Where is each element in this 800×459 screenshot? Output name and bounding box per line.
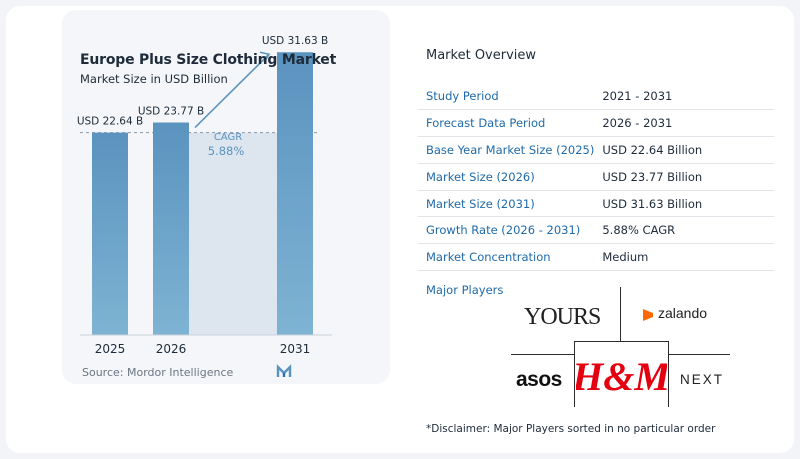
asos-logo: asos — [516, 368, 562, 391]
tick-label-2025: 2025 — [95, 342, 126, 356]
row-value: 5.88% CAGR — [594, 216, 774, 245]
bar-2031 — [277, 52, 313, 335]
row-label: Study Period — [418, 83, 595, 111]
bar-2025 — [92, 132, 128, 335]
row-value: USD 23.77 Billion — [594, 163, 774, 191]
table-row: Study Period 2021 - 2031 — [418, 83, 774, 111]
row-label: Forecast Data Period — [418, 109, 595, 138]
chart-subtitle: Market Size in USD Billion — [80, 72, 228, 86]
zalando-wordmark: zalando — [658, 305, 708, 321]
chart-card: USD 22.64 B 2025 USD 23.77 B 2026 USD 31.63 … — [62, 10, 390, 384]
tick-label-2026: 2026 — [156, 342, 187, 356]
table-row: Market Concentration Medium — [418, 243, 774, 272]
yours-logo: YOURS — [524, 304, 601, 330]
table-row: Market Size (2031) USD 31.63 Billion — [418, 190, 774, 218]
table-row: Forecast Data Period 2026 - 2031 — [418, 109, 774, 138]
zalando-logo: zalando — [640, 305, 740, 322]
mordor-logo-icon — [276, 364, 292, 377]
table-row: Market Size (2026) USD 23.77 Billion — [418, 163, 774, 191]
overview-title: Market Overview — [426, 48, 537, 63]
value-label-2025: USD 22.64 B — [77, 116, 143, 128]
row-value: 2026 - 2031 — [594, 109, 774, 138]
table-row: Growth Rate (2026 - 2031) 5.88% CAGR — [418, 216, 774, 245]
row-label: Growth Rate (2026 - 2031) — [418, 216, 595, 245]
hm-logo: H&M — [571, 343, 671, 405]
tick-label-2031: 2031 — [280, 342, 311, 356]
hm-icon: H&M — [571, 354, 671, 399]
market-overview-panel: Market Overview Study Period 2021 - 2031 … — [418, 0, 778, 459]
row-label: Market Concentration — [418, 243, 595, 272]
bar-2026 — [153, 122, 189, 335]
row-label: Base Year Market Size (2025) — [418, 136, 595, 164]
row-value: Medium — [594, 243, 774, 272]
overview-table: Study Period 2021 - 2031 Forecast Data Pe… — [418, 83, 774, 272]
zalando-icon — [643, 309, 653, 321]
table-row: Base Year Market Size (2025) USD 22.64 Bi… — [418, 136, 774, 164]
row-value: USD 22.64 Billion — [594, 136, 774, 164]
hm-wordmark: H&M — [576, 354, 667, 399]
chart-title: Europe Plus Size Clothing Market — [80, 52, 337, 68]
cagr-label: CAGR — [214, 132, 242, 143]
value-label-2031: USD 31.63 B — [262, 35, 328, 47]
bar-chart: USD 22.64 B 2025 USD 23.77 B 2026 USD 31.63 … — [77, 35, 332, 377]
next-logo: NEXT — [680, 372, 725, 387]
major-players-label: Major Players — [426, 283, 504, 297]
value-label-2026: USD 23.77 B — [138, 106, 204, 118]
cagr-arrow-head — [259, 51, 271, 63]
cagr-value: 5.88% — [208, 144, 245, 158]
row-value: USD 31.63 Billion — [594, 190, 774, 218]
row-value: 2021 - 2031 — [594, 83, 774, 111]
disclaimer-note: *Disclaimer: Major Players sorted in no … — [426, 423, 716, 435]
row-label: Market Size (2031) — [418, 190, 595, 218]
row-label: Market Size (2026) — [418, 163, 595, 191]
cagr-arrow-line — [194, 53, 270, 129]
growth-shade — [189, 132, 277, 335]
source-note: Source: Mordor Intelligence — [82, 366, 234, 379]
